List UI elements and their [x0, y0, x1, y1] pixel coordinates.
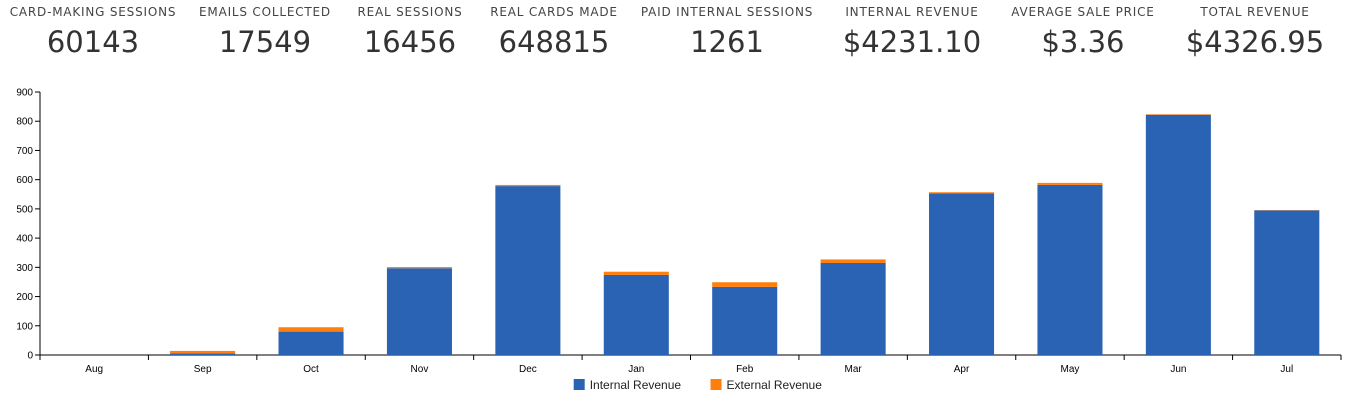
stat-value: 1261 — [690, 25, 764, 59]
y-tick-label: 300 — [16, 263, 33, 274]
x-tick-label: Jul — [1280, 364, 1293, 375]
bar-internal-sep — [170, 353, 236, 355]
bar-internal-jan — [603, 274, 669, 355]
stat-label: TOTAL REVENUE — [1200, 5, 1310, 19]
legend-label-external: External Revenue — [727, 378, 823, 392]
y-tick-label: 200 — [16, 292, 33, 303]
y-tick-label: 100 — [16, 321, 33, 332]
x-tick-label: Aug — [85, 364, 103, 375]
stat-label: CARD-MAKING SESSIONS — [9, 5, 177, 19]
legend-swatch-external — [710, 379, 722, 390]
stat-value: 648815 — [498, 25, 610, 59]
stat-label: PAID INTERNAL SESSIONS — [640, 5, 814, 19]
stat-label: EMAILS COLLECTED — [199, 5, 331, 19]
bar-external-dec — [495, 184, 561, 187]
x-tick-label: Sep — [194, 364, 212, 375]
y-tick-label: 600 — [16, 175, 33, 186]
stat-value: $3.36 — [1041, 25, 1125, 59]
stat-value: 16456 — [363, 25, 457, 59]
bar-internal-dec — [495, 186, 561, 355]
stat-value: 17549 — [218, 25, 312, 59]
stat-value: $4231.10 — [842, 25, 982, 59]
revenue-bar-chart: 0 100 200 300 400 500 600 700 800 900 Aug Sep Oct Nov… — [16, 88, 1342, 392]
bar-external-mar — [820, 259, 886, 263]
bar-external-may — [1037, 182, 1103, 185]
y-tick-label: 0 — [27, 351, 33, 362]
legend-swatch-internal — [573, 379, 585, 390]
stat-label: REAL SESSIONS — [357, 5, 463, 19]
bar-internal-jul — [1254, 210, 1320, 355]
x-tick-label: May — [1061, 364, 1080, 375]
legend-label-internal: Internal Revenue — [590, 378, 682, 392]
y-tick-label: 700 — [16, 146, 33, 157]
bar-internal-apr — [929, 193, 995, 355]
bar-internal-nov — [386, 268, 452, 355]
x-tick-label: Jan — [628, 364, 644, 375]
y-tick-label: 500 — [16, 204, 33, 215]
x-tick-label: Apr — [954, 364, 970, 375]
x-tick-label: Dec — [519, 364, 537, 375]
bar-external-apr — [929, 192, 995, 194]
stat-label: INTERNAL REVENUE — [845, 5, 979, 19]
y-tick-label: 800 — [16, 117, 33, 128]
x-tick-label: Oct — [303, 364, 319, 375]
stat-value: 60143 — [46, 25, 140, 59]
stats-bar: CARD-MAKING SESSIONS 60143 EMAILS COLLEC… — [0, 0, 1352, 70]
bar-external-sep — [170, 350, 236, 354]
x-tick-label: Nov — [411, 364, 429, 375]
y-tick-label: 900 — [16, 88, 33, 99]
bar-internal-oct — [278, 331, 344, 355]
x-tick-label: Mar — [845, 364, 863, 375]
bar-external-nov — [386, 267, 452, 269]
x-tick-label: Feb — [736, 364, 754, 375]
y-tick-label: 400 — [16, 234, 33, 245]
bar-external-oct — [278, 327, 344, 332]
x-tick-label: Jun — [1170, 364, 1186, 375]
bar-external-feb — [712, 282, 778, 287]
stat-value: $4326.95 — [1185, 25, 1325, 59]
stat-label: AVERAGE SALE PRICE — [1011, 5, 1155, 19]
bar-internal-mar — [820, 262, 886, 355]
bar-internal-may — [1037, 184, 1103, 355]
bar-internal-feb — [712, 286, 778, 355]
bar-internal-jun — [1145, 114, 1211, 355]
bar-external-jan — [603, 271, 669, 275]
bar-external-jun — [1145, 114, 1211, 115]
stat-label: REAL CARDS MADE — [490, 5, 618, 19]
